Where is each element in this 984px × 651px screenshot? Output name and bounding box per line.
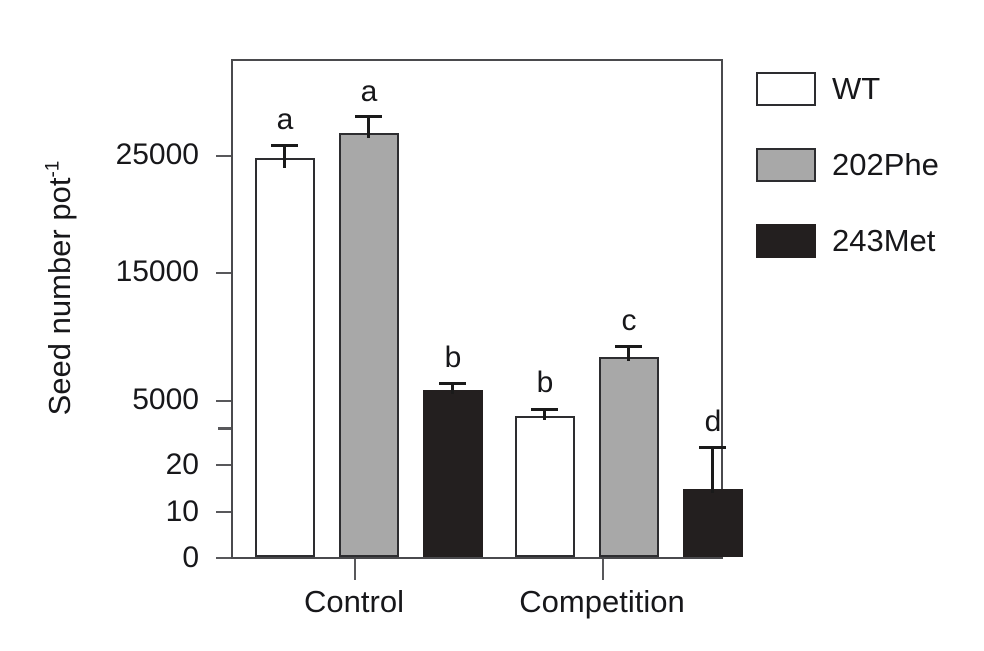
y-tick-mark-15000 xyxy=(216,272,231,274)
y-axis-tick-labels: 25000 15000 5000 20 10 0 xyxy=(64,0,199,651)
error-cap-control-202phe xyxy=(355,115,382,118)
significance-label-competition-wt: b xyxy=(536,366,554,399)
y-tick-label-10: 10 xyxy=(165,495,199,528)
legend-label-wt: WT xyxy=(832,71,881,106)
error-cap-competition-wt xyxy=(531,408,558,411)
y-tick-label-20: 20 xyxy=(165,448,199,481)
legend-label-202phe: 202Phe xyxy=(832,147,939,182)
significance-label-control-243met: b xyxy=(444,341,462,374)
bar-competition-wt xyxy=(515,416,575,557)
significance-label-competition-202phe: c xyxy=(621,304,637,337)
y-tick-mark-25000 xyxy=(216,155,231,157)
legend-label-243met: 243Met xyxy=(832,223,936,258)
error-cap-control-243met xyxy=(439,382,466,385)
significance-label-control-202phe: a xyxy=(360,75,378,108)
x-axis-label-control: Control xyxy=(304,584,404,619)
error-bar-competition-wt xyxy=(543,408,546,420)
error-bar-control-202phe xyxy=(367,115,370,138)
y-tick-label-5000: 5000 xyxy=(132,383,199,416)
y-tick-label-15000: 15000 xyxy=(115,255,199,288)
y-tick-label-25000: 25000 xyxy=(115,138,199,171)
error-bar-control-243met xyxy=(451,382,454,394)
error-cap-competition-243met xyxy=(699,446,726,449)
error-cap-competition-202phe xyxy=(615,345,642,348)
x-tick-mark-competition xyxy=(602,559,604,580)
error-bar-control-wt xyxy=(283,144,286,168)
y-tick-label-0: 0 xyxy=(182,541,199,574)
error-cap-control-wt xyxy=(271,144,298,147)
bar-control-243met xyxy=(423,390,483,557)
significance-label-control-wt: a xyxy=(276,103,294,136)
bar-competition-202phe xyxy=(599,357,659,557)
white-swatch-icon xyxy=(756,72,816,106)
x-axis-label-competition: Competition xyxy=(519,584,685,619)
y-tick-mark-5000 xyxy=(216,400,231,402)
y-tick-mark-20 xyxy=(216,464,231,466)
plot-area: a a b b c d xyxy=(231,59,743,559)
error-bar-competition-202phe xyxy=(627,345,630,361)
bar-competition-243met xyxy=(683,489,743,557)
y-tick-mark-10 xyxy=(216,511,231,513)
x-tick-mark-control xyxy=(354,559,356,580)
y-axis-title-exponent: -1 xyxy=(42,160,64,178)
bar-control-wt xyxy=(255,158,315,557)
error-bar-competition-243met xyxy=(711,446,714,493)
gray-swatch-icon xyxy=(756,148,816,182)
bar-control-202phe xyxy=(339,133,399,557)
black-swatch-icon xyxy=(756,224,816,258)
significance-label-competition-243met: d xyxy=(704,405,722,438)
y-tick-mark-0 xyxy=(216,557,231,559)
